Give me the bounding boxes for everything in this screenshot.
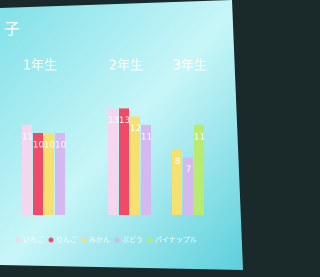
- legend-swatch: [115, 238, 120, 243]
- value-label: 13: [108, 116, 119, 126]
- value-label: 13: [119, 116, 130, 126]
- value-label: 11: [141, 132, 152, 142]
- legend-label: みかん: [89, 236, 110, 244]
- x-category-label: 2年生: [109, 59, 143, 74]
- value-label: 7: [186, 165, 192, 175]
- legend-swatch: [82, 238, 87, 243]
- x-category-label: 3年生: [173, 59, 207, 74]
- chart-title: 子: [4, 20, 20, 39]
- value-label: 11: [22, 132, 33, 142]
- value-label: 8: [175, 157, 181, 167]
- value-label: 12: [130, 124, 141, 134]
- legend-swatch: [148, 238, 153, 243]
- value-label: 10: [33, 141, 45, 151]
- x-category-label: 1年生: [23, 59, 57, 74]
- value-label: 11: [194, 132, 205, 142]
- value-label: 10: [44, 141, 56, 151]
- legend-label: りんご: [56, 235, 77, 244]
- legend-label: パイナップル: [155, 236, 197, 244]
- legend-label: ぶどう: [122, 236, 143, 244]
- legend-label: いちご: [23, 235, 44, 244]
- value-label: 10: [55, 141, 67, 151]
- legend-swatch: [16, 238, 21, 243]
- legend-swatch: [49, 238, 54, 243]
